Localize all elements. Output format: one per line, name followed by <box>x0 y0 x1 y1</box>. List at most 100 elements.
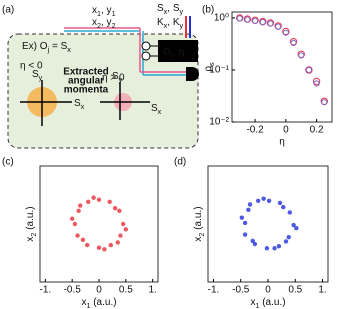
text-part: x <box>92 5 97 16</box>
input-label: x2, y2 <box>92 17 116 31</box>
marker <box>244 16 251 23</box>
point <box>291 222 296 228</box>
text-part: 1 <box>97 9 101 18</box>
text-part: = S <box>49 41 67 52</box>
plot-frame <box>39 165 159 283</box>
marker <box>289 37 298 46</box>
point <box>69 216 75 221</box>
point <box>91 195 96 200</box>
y-tick-label: 10⁻² <box>209 117 229 128</box>
text-part: y <box>180 7 184 16</box>
x-axis-label: x1 (a.u.) <box>250 297 285 309</box>
marker <box>282 27 290 36</box>
text-part: S <box>157 3 164 14</box>
point <box>255 198 261 203</box>
text-part: 1 <box>255 301 259 309</box>
y-axis-label: x2 (a.u.) <box>193 206 207 241</box>
text-part: (a.u.) <box>193 206 204 232</box>
text-part: s <box>207 62 216 66</box>
marker <box>312 77 321 86</box>
text-part: j <box>170 51 173 60</box>
panel-label: (a) <box>2 5 14 16</box>
point <box>117 208 122 214</box>
text-part: y <box>180 21 184 30</box>
output-label: Kx, Ky <box>157 17 184 31</box>
point <box>102 247 107 252</box>
x-tick-label: 0.2 <box>310 125 324 136</box>
x-tick-label: -1. <box>40 285 52 296</box>
example-label: Ex) Oj = Sx <box>22 41 71 55</box>
point <box>277 200 283 206</box>
y-axis-label: x2 (a.u.) <box>25 206 39 241</box>
y-tick-label: 10⁻¹ <box>209 65 229 76</box>
point <box>276 243 282 249</box>
eta-label: η > 0 <box>102 73 125 84</box>
operator-label: Oj, η <box>163 47 184 61</box>
text-part: x <box>25 237 36 242</box>
x-tick-label: -0.5 <box>64 285 82 296</box>
text-part: S <box>151 103 158 114</box>
y-axis-label: ρs <box>203 62 217 72</box>
axis-label: Sx <box>151 103 162 117</box>
x-tick-label: 0 <box>265 285 271 296</box>
text-part: , y <box>101 5 112 16</box>
annotation: momenta <box>64 85 109 96</box>
marker <box>267 20 274 27</box>
point <box>239 215 245 220</box>
x-axis-label: η <box>279 137 285 148</box>
text-part: (a.u.) <box>25 206 36 232</box>
panel-label: (b) <box>202 5 214 16</box>
axis-label: Sx <box>74 98 85 112</box>
detector <box>186 67 199 81</box>
eta-label: η < 0 <box>20 61 43 72</box>
text-part: S <box>74 98 81 109</box>
point <box>75 233 80 238</box>
text-part: x <box>81 297 86 308</box>
annotation: angular <box>68 76 104 87</box>
text-part: x <box>81 102 85 111</box>
operator-box <box>158 40 198 62</box>
text-part: 1 <box>86 301 90 309</box>
text-part: x <box>193 237 204 242</box>
point <box>108 242 114 248</box>
text-part: S <box>32 69 39 80</box>
marker <box>297 50 305 59</box>
panel-label: (c) <box>2 157 14 168</box>
point <box>76 208 81 214</box>
point <box>80 237 86 243</box>
text-part: 2 <box>112 21 116 30</box>
point <box>85 242 90 248</box>
point <box>261 196 266 201</box>
marker <box>298 52 305 59</box>
text-part: Ex) O <box>22 41 48 52</box>
point <box>264 246 270 251</box>
text-part: O <box>163 47 171 58</box>
axis-label: Sy <box>112 71 123 85</box>
plot-frame <box>231 11 333 123</box>
text-part: , y <box>101 17 112 28</box>
point <box>107 199 112 205</box>
point <box>272 246 277 251</box>
marker <box>305 66 313 74</box>
text-part: 2 <box>197 233 206 237</box>
x-tick-label: 0 <box>283 125 289 136</box>
input-label: x1, y1 <box>92 5 116 19</box>
point <box>118 233 123 238</box>
point <box>96 197 102 202</box>
panel-label: (d) <box>174 157 186 168</box>
marker <box>282 29 289 36</box>
point <box>123 227 129 232</box>
x-tick-label: 1. <box>318 285 326 296</box>
plot-frame <box>207 165 329 283</box>
x-tick-label: 0 <box>96 285 102 296</box>
point <box>112 205 118 211</box>
text-part: , η <box>173 47 185 58</box>
point <box>96 245 102 250</box>
y-tick-label: 10⁰ <box>214 13 229 24</box>
marker <box>275 23 282 30</box>
text-part: K <box>157 17 164 28</box>
text-part: 2 <box>97 21 101 30</box>
text-part: (a.u.) <box>259 297 285 308</box>
x-tick-label: -0.5 <box>232 285 250 296</box>
